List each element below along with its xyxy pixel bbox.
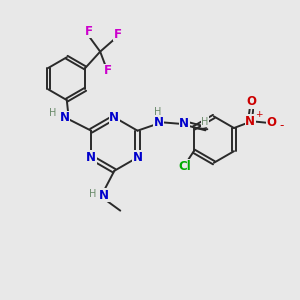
Text: N: N [154, 116, 164, 129]
Text: N: N [99, 189, 109, 202]
Text: N: N [86, 151, 96, 164]
Text: N: N [59, 111, 69, 124]
Text: O: O [267, 116, 277, 130]
Text: Cl: Cl [178, 160, 191, 172]
Text: H: H [201, 117, 209, 127]
Text: O: O [247, 95, 257, 108]
Text: H: H [49, 108, 56, 118]
Text: N: N [179, 117, 189, 130]
Text: H: H [154, 107, 161, 117]
Text: -: - [279, 119, 283, 132]
Text: F: F [113, 28, 122, 40]
Text: F: F [85, 25, 93, 38]
Text: +: + [255, 110, 262, 118]
Text: N: N [109, 111, 119, 124]
Text: F: F [104, 64, 112, 77]
Text: N: N [245, 115, 255, 128]
Text: N: N [133, 151, 142, 164]
Text: H: H [89, 189, 96, 199]
